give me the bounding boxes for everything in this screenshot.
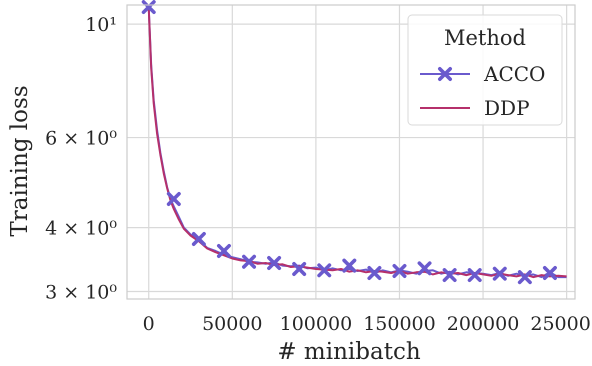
data-point-acco <box>542 266 557 281</box>
legend-title: Method <box>444 26 526 50</box>
data-point-acco <box>442 268 457 283</box>
legend-label: DDP <box>484 96 530 120</box>
data-point-acco <box>342 258 357 273</box>
series-lines <box>147 6 567 279</box>
data-point-acco <box>492 266 507 281</box>
series-line-ddp <box>147 6 567 279</box>
data-point-acco <box>166 191 181 206</box>
x-tick-label: 50000 <box>202 313 262 335</box>
x-tick-label: 0 <box>143 313 155 335</box>
x-tick-label: 100000 <box>280 313 353 335</box>
data-point-acco <box>216 243 231 258</box>
data-point-acco <box>267 256 282 271</box>
data-point-acco <box>417 261 432 276</box>
x-tick-label: 200000 <box>447 313 520 335</box>
legend-entry-ddp: DDP <box>420 96 530 120</box>
x-tick-labels: 0 50000 100000 150000 200000 250000 <box>143 313 592 335</box>
data-point-acco <box>191 231 206 246</box>
legend-marker <box>437 67 453 81</box>
data-point-acco <box>517 270 532 285</box>
data-point-acco <box>292 261 307 276</box>
x-tick-label: 250000 <box>530 313 592 335</box>
legend-entry-acco: ACCO <box>420 62 545 86</box>
plot-frame <box>126 4 576 300</box>
data-point-acco <box>317 263 332 278</box>
x-tick-label: 150000 <box>363 313 436 335</box>
data-point-acco <box>242 254 257 269</box>
data-point-acco <box>141 0 156 15</box>
y-tick-label: 10¹ <box>85 14 117 36</box>
y-tick-label: 4 × 10⁰ <box>45 218 117 240</box>
legend: Method ACCO DDP <box>407 14 563 126</box>
series-markers <box>141 0 557 285</box>
data-point-acco <box>392 263 407 278</box>
data-point-acco <box>467 268 482 283</box>
y-axis-label: Training loss <box>7 85 33 236</box>
y-tick-labels: 3 × 10⁰ 4 × 10⁰ 6 × 10⁰ 10¹ <box>45 14 117 303</box>
y-tick-label: 6 × 10⁰ <box>45 128 117 150</box>
legend-label: ACCO <box>483 62 545 86</box>
legend-items: ACCO DDP <box>420 62 545 120</box>
data-point-acco <box>367 266 382 281</box>
legend-box <box>407 14 563 126</box>
y-tick-label: 3 × 10⁰ <box>45 281 117 303</box>
x-axis-label: # minibatch <box>277 339 420 365</box>
